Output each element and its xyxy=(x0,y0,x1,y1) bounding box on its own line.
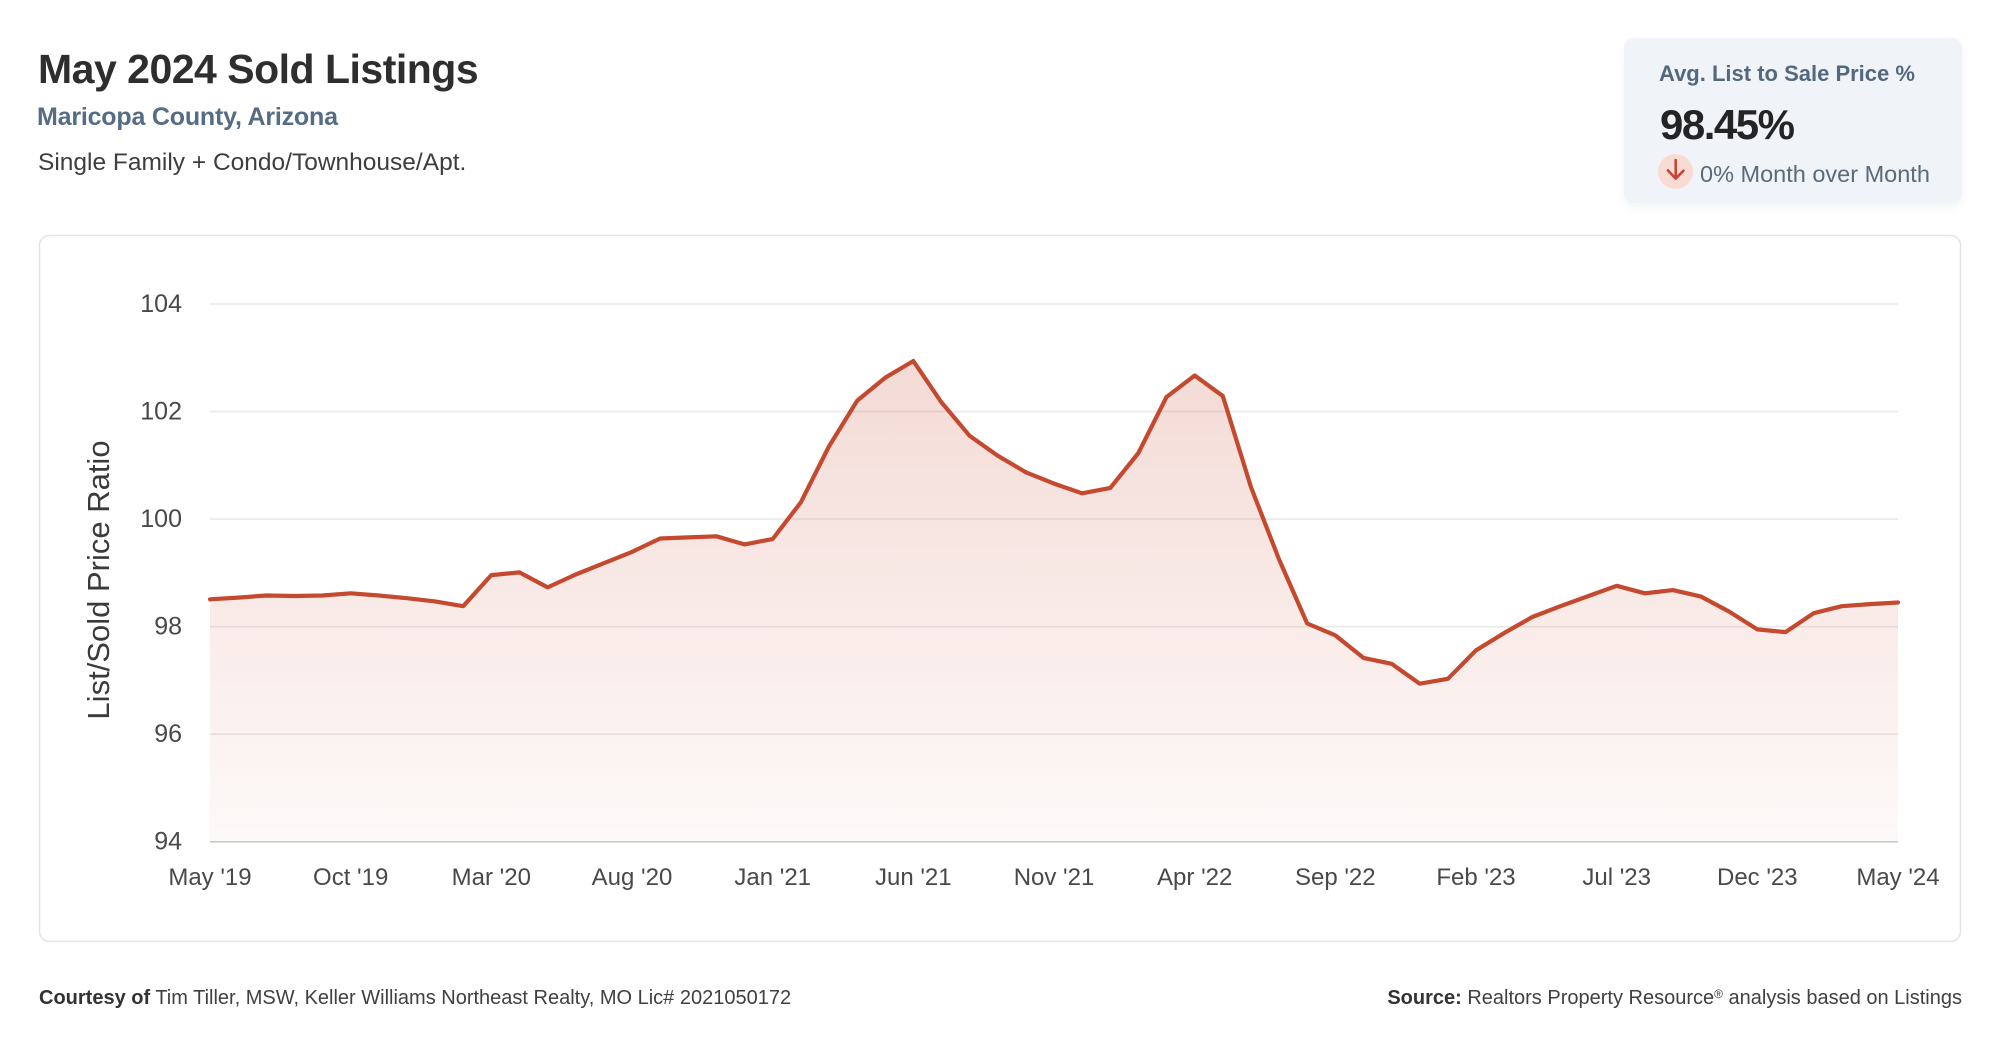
svg-text:May '19: May '19 xyxy=(168,864,251,891)
svg-text:Sep '22: Sep '22 xyxy=(1295,864,1376,891)
svg-text:104: 104 xyxy=(140,290,182,318)
svg-text:Feb '23: Feb '23 xyxy=(1436,864,1515,891)
svg-text:102: 102 xyxy=(140,397,182,425)
svg-text:Mar '20: Mar '20 xyxy=(452,864,531,891)
svg-text:Dec '23: Dec '23 xyxy=(1717,864,1798,891)
svg-text:Jun '21: Jun '21 xyxy=(875,864,952,891)
svg-text:Jul '23: Jul '23 xyxy=(1582,864,1651,891)
svg-text:Nov '21: Nov '21 xyxy=(1014,864,1095,891)
svg-text:May '24: May '24 xyxy=(1856,864,1939,891)
svg-text:List/Sold Price Ratio: List/Sold Price Ratio xyxy=(81,440,116,719)
svg-text:Apr '22: Apr '22 xyxy=(1157,864,1232,891)
svg-text:Oct '19: Oct '19 xyxy=(313,864,388,891)
svg-text:100: 100 xyxy=(140,505,182,533)
svg-text:Jan '21: Jan '21 xyxy=(734,864,811,891)
svg-text:96: 96 xyxy=(154,720,182,748)
svg-text:94: 94 xyxy=(154,828,182,856)
svg-text:98: 98 xyxy=(154,613,182,641)
svg-text:Aug '20: Aug '20 xyxy=(592,864,673,891)
